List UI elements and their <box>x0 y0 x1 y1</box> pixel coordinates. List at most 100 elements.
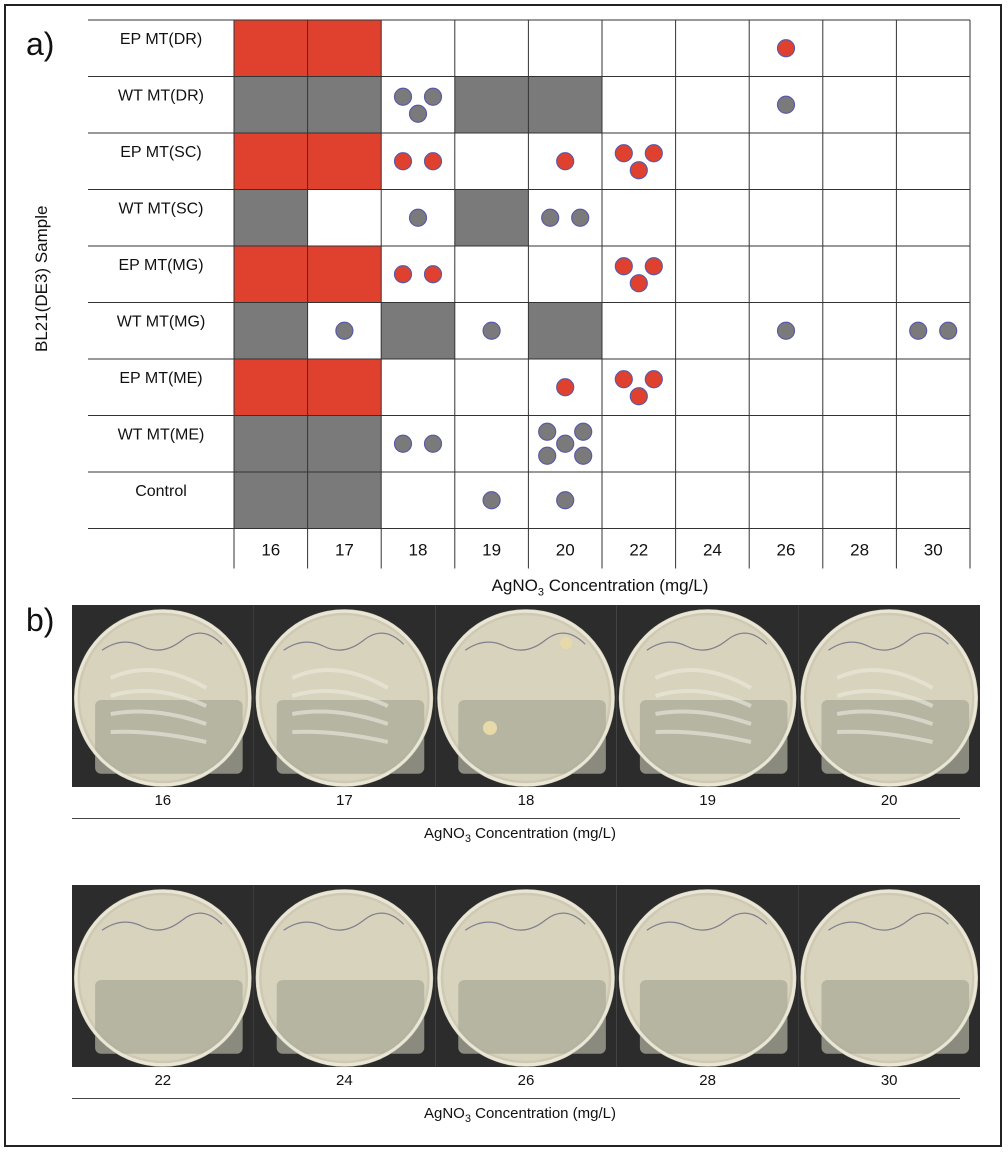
row-label: EP MT(SC) <box>120 144 201 161</box>
colony-dot <box>614 257 633 276</box>
colony-dot <box>556 434 575 453</box>
colony-dot <box>939 321 958 340</box>
colony-dot <box>556 152 575 171</box>
column-label: 18 <box>409 541 428 560</box>
filled-cell <box>454 76 529 133</box>
figure-frame <box>4 4 1002 1147</box>
growth-table: EP MT(DR) WT MT(DR) EP MT(SC) WT MT(SC) EP M… <box>88 19 971 569</box>
plate-concentration-label: 20 <box>880 792 898 809</box>
filled-cell <box>307 359 382 416</box>
colony-dot <box>541 208 560 227</box>
x-axis-label-b-bottom: AgNO3 Concentration (mg/L) <box>423 1105 617 1125</box>
filled-cell <box>528 76 602 133</box>
colony-dot <box>776 321 796 340</box>
colony-dot <box>482 321 501 340</box>
divider-bottom <box>72 1098 960 1099</box>
plate-photo <box>435 605 617 787</box>
plate-photo <box>616 885 799 1067</box>
filled-cell <box>234 189 308 246</box>
plate-photo <box>72 605 254 787</box>
column-label: 28 <box>850 541 869 560</box>
plate-photo <box>72 885 254 1067</box>
colony-dot <box>614 144 633 163</box>
column-label: 22 <box>629 541 648 560</box>
plate-photo <box>616 605 799 787</box>
x-axis-label-a: AgNO3 Concentration (mg/L) <box>491 576 709 599</box>
filled-cell <box>454 189 529 246</box>
colony-dot <box>408 104 428 123</box>
colony-dot <box>644 370 663 389</box>
filled-cell <box>307 246 382 303</box>
colony-dot <box>776 39 796 58</box>
colony-dot <box>423 87 443 106</box>
colony-dot <box>408 208 428 227</box>
colony-dot <box>571 208 590 227</box>
row-label: WT MT(ME) <box>118 427 205 444</box>
colony-dot <box>393 434 413 453</box>
row-label: WT MT(MG) <box>117 314 206 331</box>
row-label: EP MT(DR) <box>120 31 202 48</box>
filled-cell <box>234 472 308 529</box>
colony-dot <box>335 321 354 340</box>
colony-dot <box>482 491 501 510</box>
column-label: 30 <box>924 541 943 560</box>
colony-dot <box>538 422 557 441</box>
colony-dot <box>393 152 413 171</box>
row-label: WT MT(SC) <box>118 201 203 218</box>
row-label: WT MT(DR) <box>118 88 204 105</box>
panel-b-label: b) <box>26 602 55 638</box>
colony-dot <box>629 387 648 406</box>
row-label: EP MT(ME) <box>119 370 202 387</box>
colony-dot <box>909 321 928 340</box>
plate-concentration-label: 24 <box>336 1072 353 1089</box>
filled-cell <box>528 302 602 359</box>
plate-photos-bottom <box>72 885 980 1067</box>
filled-cell <box>234 302 308 359</box>
panel-a-label: a) <box>26 26 55 62</box>
plate-photo <box>798 605 980 787</box>
filled-cell <box>234 76 308 133</box>
plate-concentration-label: 19 <box>699 792 716 809</box>
colony-dot <box>629 274 648 293</box>
plate-concentration-label: 17 <box>336 792 353 809</box>
plate-concentration-label: 26 <box>517 1072 535 1089</box>
column-label: 20 <box>556 541 575 560</box>
column-label: 19 <box>482 541 501 560</box>
plate-concentration-label: 28 <box>699 1072 716 1089</box>
colony-dot <box>644 257 663 276</box>
filled-cell <box>234 133 308 190</box>
row-label: Control <box>135 483 187 500</box>
colony-dot <box>393 87 413 106</box>
colony-dot <box>538 446 557 465</box>
colony-dot <box>556 378 575 397</box>
colony-dot <box>644 144 663 163</box>
plate-concentration-label: 16 <box>154 792 172 809</box>
colony-dot <box>629 161 648 180</box>
column-label: 26 <box>777 541 796 560</box>
colony-dot <box>423 152 443 171</box>
colony-dot <box>393 265 413 284</box>
filled-cell <box>307 76 382 133</box>
plate-concentration-label: 22 <box>154 1072 172 1089</box>
row-label: EP MT(MG) <box>118 257 203 274</box>
filled-cell <box>234 359 308 416</box>
column-label: 17 <box>335 541 354 560</box>
column-label: 16 <box>261 541 280 560</box>
filled-cell <box>234 246 308 303</box>
plate-photo <box>253 605 436 787</box>
filled-cell <box>234 415 308 472</box>
colony-dot <box>614 370 633 389</box>
filled-cell <box>381 302 455 359</box>
filled-cell <box>307 415 382 472</box>
plate-concentration-label: 18 <box>517 792 535 809</box>
colony-dot <box>423 265 443 284</box>
colony-dot <box>556 491 575 510</box>
colony-dot <box>423 434 443 453</box>
x-axis-label-b-top: AgNO3 Concentration (mg/L) <box>423 825 617 845</box>
colony-dot <box>574 446 593 465</box>
filled-cell <box>234 20 308 77</box>
plate-concentration-label: 30 <box>880 1072 898 1089</box>
plate-photos-top <box>72 605 980 787</box>
divider-top <box>72 818 960 819</box>
filled-cell <box>307 20 382 77</box>
